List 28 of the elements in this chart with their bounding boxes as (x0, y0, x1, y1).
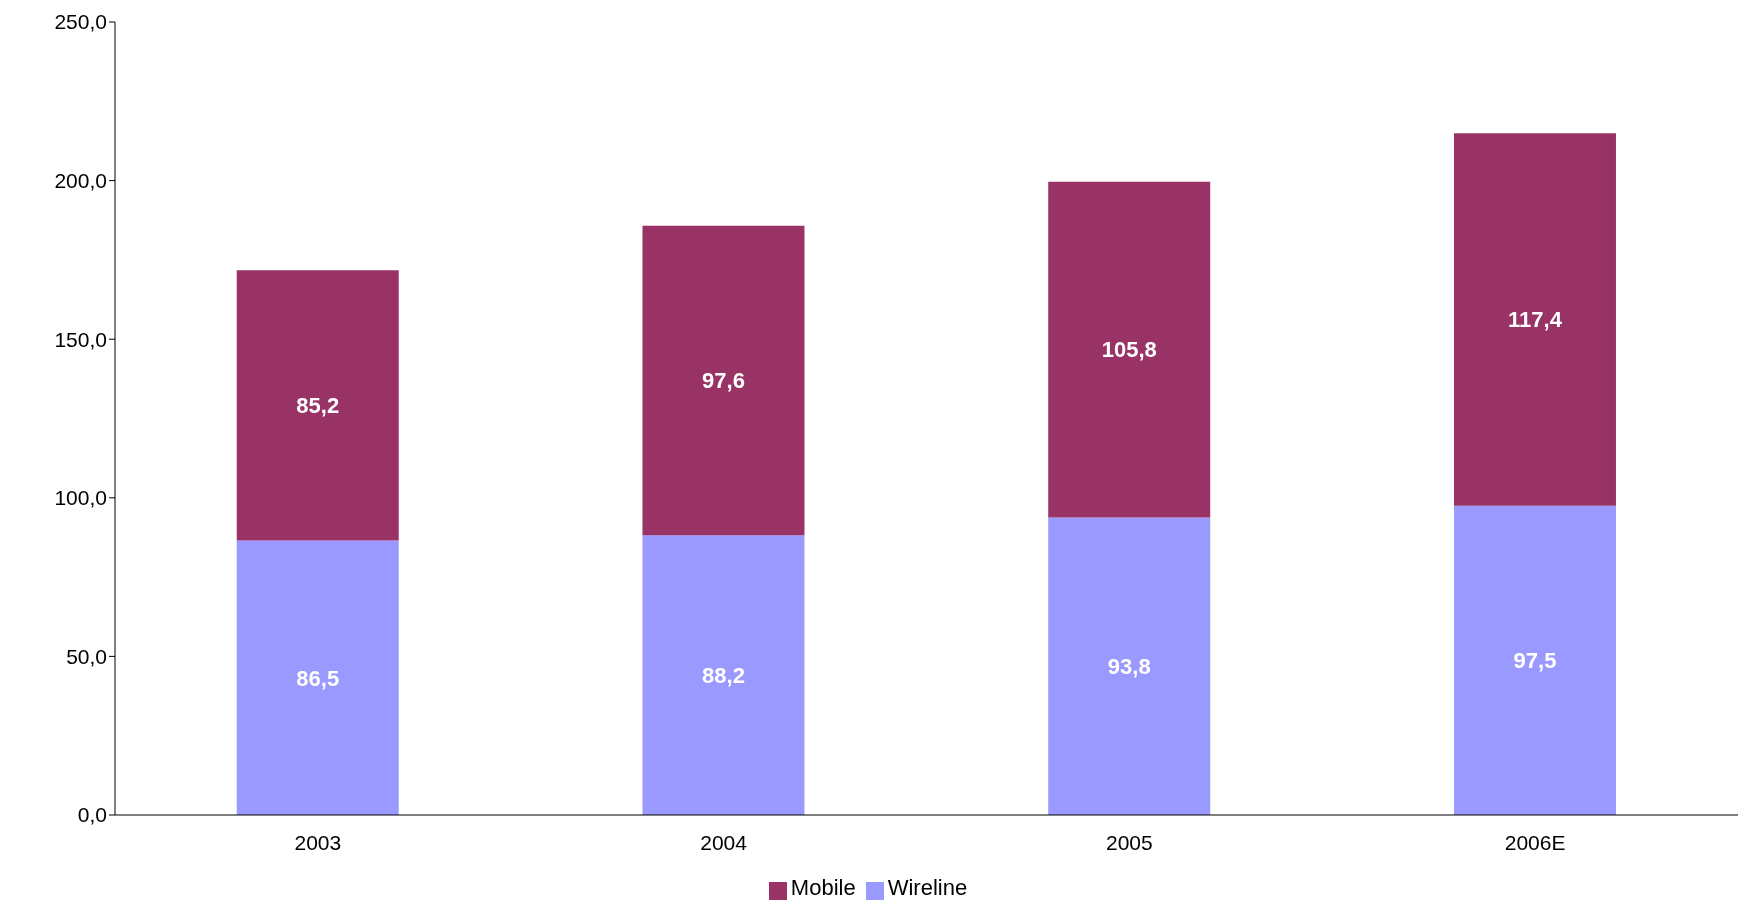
data-label: 85,2 (296, 393, 340, 419)
data-label: 97,5 (1513, 648, 1557, 674)
data-label: 117,4 (1508, 307, 1563, 333)
data-label: 86,5 (296, 665, 340, 691)
bar (1048, 181, 1211, 518)
bar (1048, 517, 1211, 815)
bar (642, 535, 805, 815)
bar (642, 225, 805, 536)
x-tick-label: 2005 (1106, 830, 1153, 854)
y-tick-label: 0,0 (77, 803, 107, 827)
x-tick-label: 2006E (1504, 830, 1566, 854)
x-tick-label: 2003 (294, 830, 342, 854)
data-label: 88,2 (702, 662, 745, 688)
y-tick-label: 150,0 (54, 327, 107, 351)
bar (236, 270, 399, 541)
data-label: 105,8 (1101, 337, 1157, 363)
data-label: 93,8 (1107, 654, 1151, 680)
bar (236, 540, 399, 815)
bar (1453, 505, 1616, 815)
legend-label: Wireline (887, 875, 968, 900)
y-tick-label: 100,0 (54, 486, 107, 510)
legend-label: Mobile (790, 875, 856, 900)
data-label: 97,6 (702, 368, 745, 394)
y-tick-label: 50,0 (66, 644, 107, 668)
x-tick-label: 2004 (700, 830, 748, 854)
y-tick-label: 200,0 (54, 169, 107, 193)
y-tick-label: 250,0 (54, 10, 107, 34)
bar (1453, 133, 1616, 506)
